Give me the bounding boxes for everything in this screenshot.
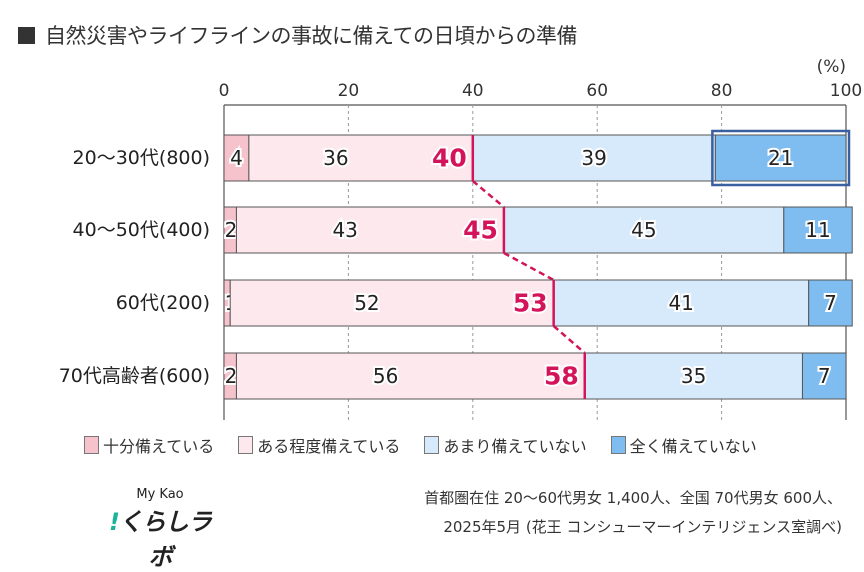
legend-item: あまり備えていない (424, 433, 587, 457)
data-label: 35 (681, 364, 706, 388)
logo: My Kao !くらしラボ (100, 487, 220, 572)
bar-segment (229, 279, 555, 327)
x-tick-label: 20 (338, 81, 360, 101)
data-label: 52 (354, 291, 379, 315)
data-label: 4 (230, 146, 243, 170)
legend-label: 十分備えている (103, 437, 215, 456)
cumulative-label: 45 (463, 216, 498, 245)
data-label: 21 (768, 146, 793, 170)
cumulative-connector (552, 325, 586, 354)
bar-segment (808, 279, 853, 327)
note-line2: 2025年5月 (花王 コンシューマーインテリジェンス室調べ) (443, 518, 842, 536)
bar-segment (235, 352, 586, 400)
highlight-box (711, 129, 851, 187)
cumulative-label: 53 (513, 289, 548, 318)
x-tick-label: 40 (462, 81, 484, 101)
survey-note: 首都圏在住 20〜60代男女 1,400人、全国 70代男女 600人、 202… (424, 484, 842, 542)
x-tick-label: 100 (830, 81, 862, 101)
logo-text: くらしラボ (118, 508, 212, 571)
legend-swatch (238, 436, 254, 454)
bar-segment (584, 352, 803, 400)
data-label: 11 (805, 218, 830, 242)
category-label: 60代(200) (116, 292, 210, 314)
bar-segment (783, 206, 853, 254)
legend-swatch (84, 436, 99, 454)
legend-item: 十分備えている (84, 433, 214, 457)
data-label: 7 (818, 364, 831, 388)
x-tick-label: 60 (586, 81, 608, 101)
legend-item: ある程度備えている (238, 433, 400, 457)
data-label: 43 (332, 218, 357, 242)
bar-segment (553, 279, 810, 327)
unit-label: (%) (817, 57, 846, 77)
data-label: 56 (373, 364, 398, 388)
category-label: 20〜30代(800) (73, 147, 210, 169)
bar-segment (801, 352, 847, 400)
title-square-icon (18, 26, 35, 44)
legend-label: 全く備えていない (629, 437, 757, 456)
data-label: 7 (824, 291, 837, 315)
data-label: 36 (323, 146, 348, 170)
bar-segment (248, 134, 474, 182)
logo-mark: ! (109, 508, 120, 536)
cumulative-connector (471, 180, 505, 208)
legend-swatch (424, 436, 440, 454)
cumulative-label: 40 (432, 144, 467, 173)
bar-segment (472, 134, 716, 182)
bar-segment (235, 206, 505, 254)
data-label: 39 (581, 146, 606, 170)
x-tick-label: 80 (711, 81, 733, 101)
data-label: 2 (225, 218, 238, 242)
cumulative-label: 58 (544, 362, 579, 391)
chart-title: 自然災害やライフラインの事故に備えての日頃からの準備 (18, 20, 577, 50)
stacked-bar-chart: 0 20 40 60 80 100 (%) 20〜30代(800) 4 36 39 21 40 40〜50… (59, 57, 862, 420)
logo-line2: !くらしラボ (100, 502, 220, 572)
x-tick-label: 0 (219, 81, 230, 101)
note-line1: 首都圏在住 20〜60代男女 1,400人、全国 70代男女 600人、 (424, 489, 842, 507)
category-label: 70代高齢者(600) (59, 365, 210, 387)
data-label: 41 (668, 291, 693, 315)
cumulative-connector (503, 251, 555, 282)
data-label: 2 (225, 364, 238, 388)
legend-item: 全く備えていない (610, 433, 757, 457)
chart-title-text: 自然災害やライフラインの事故に備えての日頃からの準備 (45, 24, 577, 48)
logo-line1: My Kao (136, 487, 184, 502)
legend-label: ある程度備えている (257, 437, 401, 456)
legend: 十分備えている ある程度備えている あまり備えていない 全く備えていない (84, 433, 757, 457)
data-label: 45 (631, 218, 656, 242)
bar-segment (714, 134, 847, 182)
category-label: 40〜50代(400) (73, 219, 210, 241)
legend-label: あまり備えていない (443, 437, 587, 456)
legend-swatch (610, 436, 626, 454)
